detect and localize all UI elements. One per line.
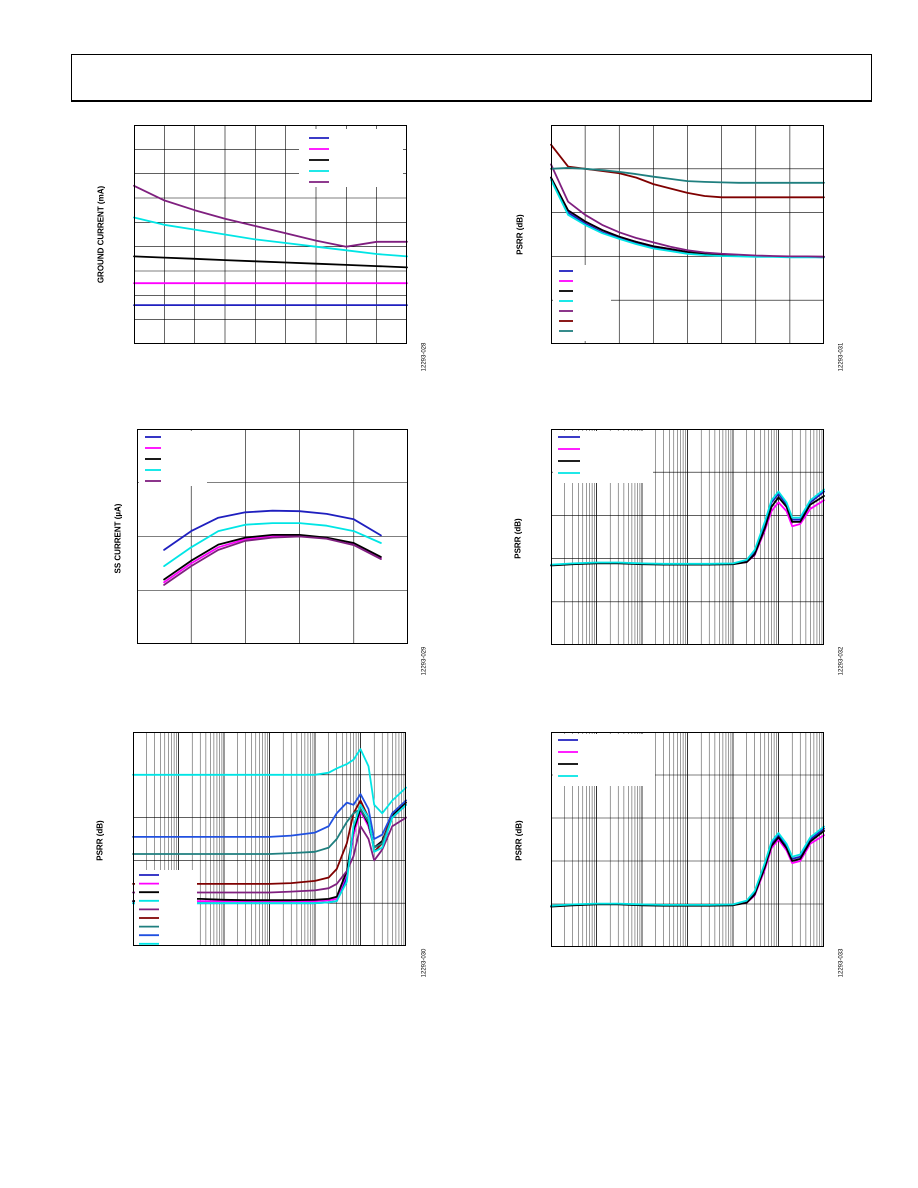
series-line-7	[550, 167, 825, 184]
gridlines	[134, 125, 407, 344]
series-line-4	[550, 488, 825, 566]
figure-id-psrr-1: 12293-031	[838, 342, 845, 372]
plot-frame	[551, 732, 824, 947]
ylabel-psrr-2: PSRR (dB)	[513, 518, 523, 559]
series-line-5	[550, 163, 825, 258]
ylabel-psrr-1: PSRR (dB)	[515, 214, 525, 255]
plot-frame	[133, 732, 406, 946]
series-line-4	[550, 825, 825, 907]
legend	[135, 870, 197, 946]
series-line-8	[132, 793, 407, 840]
legend	[553, 431, 653, 483]
legend	[299, 129, 403, 187]
plot-frame	[137, 429, 408, 644]
figure-id-psrr-2: 12293-032	[838, 646, 845, 676]
legend-box	[553, 265, 611, 341]
series-line-4	[132, 748, 407, 815]
chart-ground-current	[133, 125, 408, 344]
ylabel-psrr-3: PSRR (dB)	[95, 820, 105, 861]
ylabel-ground-current: GROUND CURRENT (mA)	[96, 185, 106, 284]
gridlines	[551, 732, 824, 947]
series-line-4	[133, 216, 408, 258]
chart-psrr-3	[132, 732, 407, 946]
series-line-9	[132, 803, 407, 905]
series-line-5	[133, 184, 408, 248]
legend	[139, 431, 207, 486]
chart-psrr-1	[550, 125, 825, 344]
plot-frame	[551, 125, 824, 344]
legend	[553, 265, 611, 341]
series-line-3	[133, 255, 408, 269]
chart-ss-current	[137, 429, 408, 644]
series-line-4	[163, 522, 382, 567]
figure-id-psrr-3: 12293-030	[421, 948, 428, 978]
series-line-3	[163, 534, 382, 581]
legend-box	[135, 870, 197, 946]
chart-psrr-2	[550, 429, 825, 645]
ylabel-psrr-4: PSRR (dB)	[514, 820, 524, 861]
legend-box	[553, 431, 653, 483]
plot-frame	[551, 429, 824, 645]
page-header-frame	[71, 54, 872, 102]
ylabel-ss-current: SS CURRENT (µA)	[113, 503, 123, 574]
series-line-1	[163, 509, 382, 551]
series-line-5	[163, 535, 382, 586]
series-line-5	[132, 816, 407, 894]
plot-frame	[134, 125, 407, 344]
gridlines	[551, 429, 824, 645]
chart-psrr-4	[550, 732, 825, 947]
figure-id-ground-current: 12293-028	[421, 342, 428, 372]
legend	[553, 734, 655, 786]
figure-id-ss-current: 12293-029	[421, 646, 428, 676]
figure-id-psrr-4: 12293-033	[838, 948, 845, 978]
legend-box	[553, 734, 655, 786]
